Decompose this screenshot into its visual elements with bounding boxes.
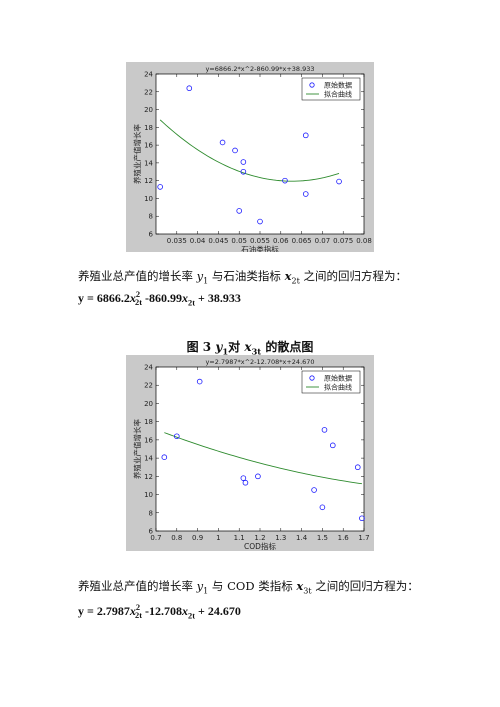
data-point bbox=[186, 85, 193, 92]
y-tick-label: 10 bbox=[144, 195, 153, 203]
y-tick-label: 20 bbox=[144, 400, 153, 408]
data-point bbox=[236, 208, 242, 214]
x-tick-label: 1 bbox=[216, 534, 220, 542]
data-point bbox=[240, 159, 247, 165]
regression-equation-1: y = 6866.2x22t -860.99x2t + 38.933 bbox=[78, 290, 241, 308]
chart-2: y=2.7987*x^2-12.708*x+24.670 6 8 10 12 14 16 18… bbox=[132, 358, 370, 551]
y-tick-label: 22 bbox=[144, 382, 153, 390]
x-tick-label: 0.06 bbox=[273, 237, 289, 245]
plot-area bbox=[155, 73, 365, 235]
y-tick-label: 18 bbox=[144, 418, 153, 426]
y-tick-label: 24 bbox=[144, 364, 153, 372]
fit-curve bbox=[164, 432, 362, 485]
x-tick-label: 0.045 bbox=[208, 237, 228, 245]
x-tick-label: 1.1 bbox=[234, 534, 245, 542]
x-tick-label: 1.4 bbox=[296, 534, 308, 542]
x-axis-label: COD指标 bbox=[244, 541, 276, 551]
y-tick-label: 22 bbox=[144, 88, 153, 96]
x-tick-label: 0.075 bbox=[333, 237, 353, 245]
y-tick-label: 16 bbox=[144, 142, 153, 150]
data-point bbox=[242, 479, 249, 486]
data-point bbox=[319, 504, 326, 511]
x-tick-label: 0.065 bbox=[292, 237, 312, 245]
x-tick-label: 0.07 bbox=[315, 237, 331, 245]
chart-title: y=6866.2*x^2-860.99*x+38.933 bbox=[205, 65, 314, 73]
legend-label-fit: 拟合曲线 bbox=[324, 90, 352, 99]
x-tick-label: 1.7 bbox=[358, 534, 369, 542]
regression-text-2: 养殖业总产值的增长率 y1 与 COD 类指标 x3t 之间的回归方程为： bbox=[78, 579, 419, 596]
plot-area bbox=[155, 366, 365, 532]
legend-box bbox=[301, 77, 361, 101]
x-tick-label: 0.04 bbox=[190, 237, 206, 245]
x-tick-label: 0.9 bbox=[192, 534, 203, 542]
legend-box bbox=[301, 370, 361, 394]
x-tick-label: 0.8 bbox=[171, 534, 182, 542]
y-tick-label: 8 bbox=[149, 509, 153, 517]
figure-3-caption: 图 3 y1对 x3t 的散点图 bbox=[186, 340, 314, 357]
x-tick-label: 0.05 bbox=[231, 237, 247, 245]
data-point bbox=[359, 515, 365, 522]
y-axis-label: 养殖业产值增长率 bbox=[132, 124, 142, 184]
data-point bbox=[336, 178, 342, 185]
x-tick-label: 1.2 bbox=[254, 534, 265, 542]
data-point bbox=[232, 147, 238, 154]
data-point bbox=[240, 475, 247, 481]
data-point bbox=[257, 218, 263, 225]
y-tick-label: 18 bbox=[144, 124, 153, 132]
regression-equation-2: y = 2.7987x22t -12.708x2t + 24.670 bbox=[78, 603, 241, 621]
x-tick-label: 0.7 bbox=[150, 534, 161, 542]
chart-1: y=6866.2*x^2-860.99*x+38.933 6 8 10 12 14 16 18… bbox=[132, 65, 372, 252]
data-point bbox=[330, 442, 336, 449]
y-tick-label: 6 bbox=[149, 231, 154, 239]
chart-title: y=2.7987*x^2-12.708*x+24.670 bbox=[205, 358, 314, 366]
regression-text-1: 养殖业总产值的增长率 y1 与石油类指标 x2t 之间的回归方程为： bbox=[78, 269, 407, 286]
data-point bbox=[302, 191, 309, 197]
legend-label-points: 原始数据 bbox=[324, 81, 352, 90]
data-point bbox=[321, 427, 328, 433]
x-tick-label: 0.035 bbox=[167, 237, 187, 245]
y-axis-label: 养殖业产值增长率 bbox=[132, 419, 142, 479]
y-tick-label: 24 bbox=[144, 71, 153, 79]
legend-label-fit: 拟合曲线 bbox=[324, 383, 352, 392]
legend-label-points: 原始数据 bbox=[324, 374, 352, 383]
y-tick-label: 6 bbox=[149, 528, 154, 536]
legend-marker-points bbox=[309, 82, 315, 88]
x-tick-label: 0.055 bbox=[250, 237, 270, 245]
data-point bbox=[157, 184, 163, 190]
y-tick-label: 14 bbox=[144, 455, 153, 463]
data-point bbox=[302, 132, 309, 139]
data-point bbox=[354, 464, 361, 471]
y-tick-label: 20 bbox=[144, 106, 153, 114]
data-point bbox=[173, 433, 180, 440]
x-tick-label: 1.6 bbox=[338, 534, 350, 542]
x-tick-label: 1.5 bbox=[317, 534, 328, 542]
y-tick-label: 8 bbox=[149, 213, 153, 221]
chart-1-frame: y=6866.2*x^2-860.99*x+38.933 6 8 10 12 14 16 18… bbox=[126, 62, 374, 252]
y-tick-label: 16 bbox=[144, 436, 153, 444]
x-axis-label: 石油类指标 bbox=[241, 244, 279, 252]
x-tick-label: 0.08 bbox=[356, 237, 372, 245]
legend-marker-points bbox=[309, 375, 315, 381]
data-point bbox=[240, 168, 247, 175]
data-point bbox=[196, 378, 203, 385]
y-tick-label: 12 bbox=[144, 177, 153, 185]
data-point bbox=[219, 139, 226, 146]
data-point bbox=[282, 177, 288, 184]
fit-curve bbox=[159, 119, 340, 182]
x-tick-label: 1.3 bbox=[275, 534, 286, 542]
y-tick-label: 12 bbox=[144, 473, 153, 481]
chart-2-frame: y=2.7987*x^2-12.708*x+24.670 6 8 10 12 14 16 18… bbox=[126, 355, 374, 551]
y-tick-label: 14 bbox=[144, 159, 153, 167]
y-tick-label: 10 bbox=[144, 491, 153, 499]
data-point bbox=[255, 473, 261, 480]
data-point bbox=[311, 487, 317, 493]
data-point bbox=[161, 454, 168, 460]
